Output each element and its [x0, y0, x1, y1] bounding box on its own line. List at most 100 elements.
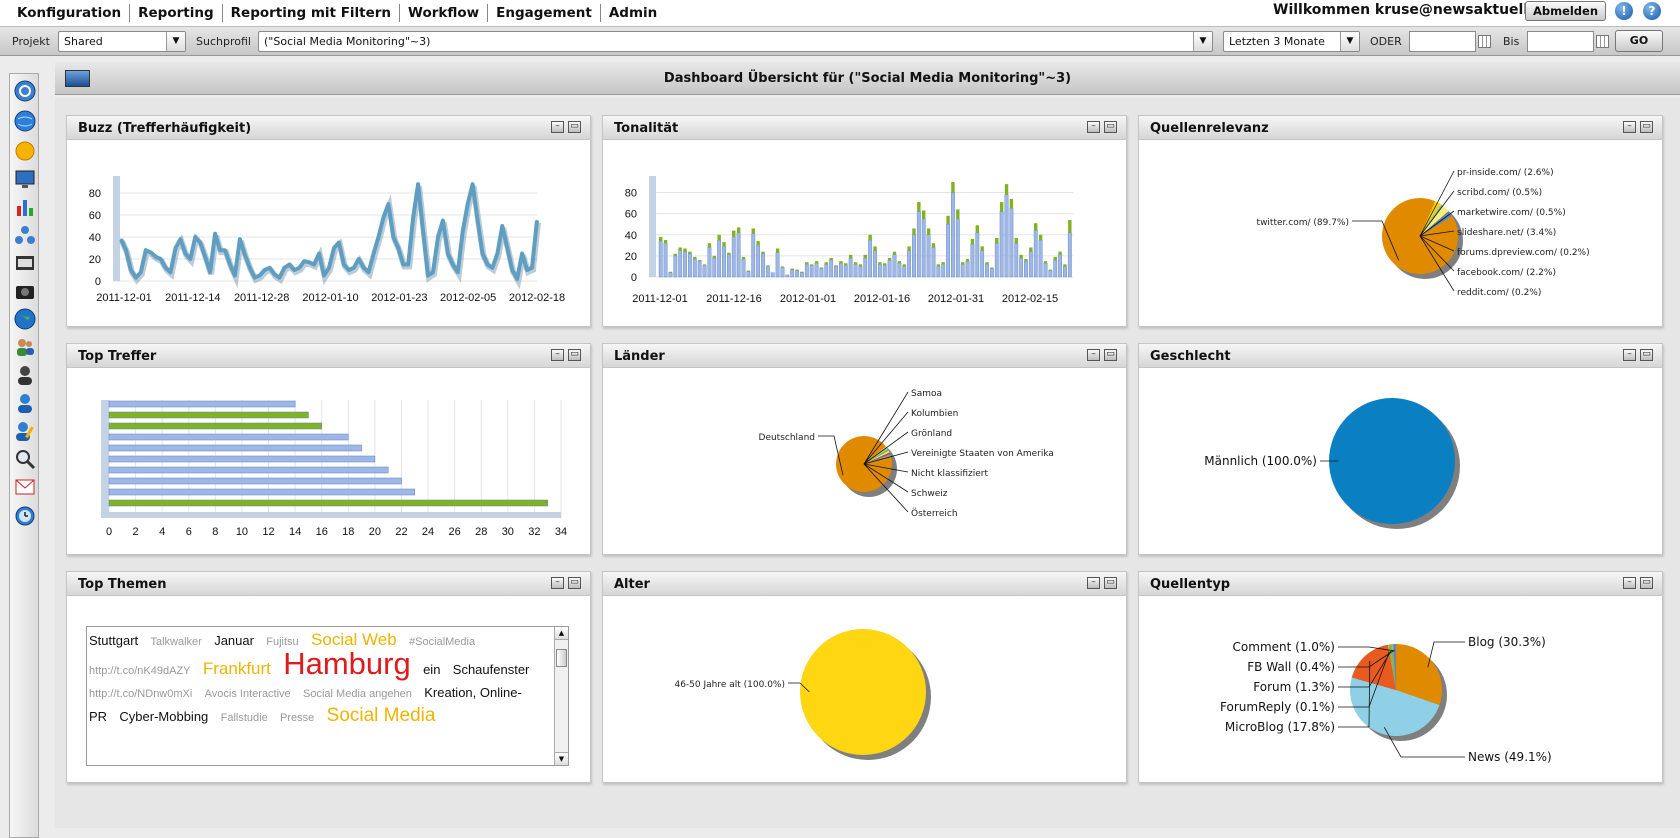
network-icon[interactable]: [14, 224, 36, 246]
logout-button[interactable]: Abmelden: [1525, 1, 1606, 21]
minimize-icon[interactable]: –: [551, 349, 564, 361]
world-icon[interactable]: [14, 308, 36, 330]
maximize-icon[interactable]: ▭: [1104, 121, 1117, 133]
topic-tag[interactable]: Social Media angehen: [303, 688, 412, 700]
edit-user-icon[interactable]: [14, 420, 36, 442]
bar: [878, 262, 882, 265]
menu-admin[interactable]: Admin: [608, 5, 658, 21]
minimize-icon[interactable]: –: [1623, 577, 1636, 589]
scroll-up-icon[interactable]: ▲: [555, 627, 568, 640]
topic-tag[interactable]: Talkwalker: [150, 636, 202, 648]
x-tick-label: 16: [316, 526, 328, 538]
topic-tag[interactable]: Stuttgart: [89, 633, 139, 648]
data-point: [140, 271, 142, 273]
menu-workflow[interactable]: Workflow: [400, 4, 489, 22]
globe-search-icon[interactable]: [14, 80, 36, 102]
menu-reporting[interactable]: Reporting: [130, 4, 223, 22]
clock-icon[interactable]: [14, 504, 36, 526]
bar: [746, 270, 751, 272]
bar-chart-icon[interactable]: [14, 196, 36, 218]
topic-tag[interactable]: Social Web: [311, 630, 397, 649]
topic-tag[interactable]: Avocis Interactive: [204, 688, 291, 700]
topic-tag[interactable]: http://t.co/NDnw0mXi: [89, 688, 193, 700]
bar: [912, 234, 916, 278]
scroll-down-icon[interactable]: ▼: [555, 752, 568, 765]
newspaper-icon[interactable]: [14, 252, 36, 274]
magnifier-icon[interactable]: [14, 448, 36, 470]
topic-tag[interactable]: Kreation, Online-PR: [89, 685, 522, 724]
data-point: [199, 241, 202, 244]
calendar-icon[interactable]: [1478, 35, 1491, 48]
menu-reporting-mit-filtern[interactable]: Reporting mit Filtern: [223, 4, 401, 22]
sun-icon[interactable]: [14, 140, 36, 162]
topic-tag[interactable]: Schaufenster: [452, 662, 530, 677]
help-icon[interactable]: ?: [1643, 2, 1661, 20]
data-point: [159, 258, 162, 260]
monitor-icon[interactable]: [14, 168, 36, 190]
topic-tag[interactable]: Presse: [280, 712, 315, 724]
data-point: [461, 230, 464, 233]
maximize-icon[interactable]: ▭: [1640, 121, 1653, 133]
data-point: [130, 269, 132, 271]
bar: [702, 265, 707, 278]
minimize-icon[interactable]: –: [1087, 577, 1100, 589]
to-date-input[interactable]: [1527, 31, 1594, 52]
user-icon[interactable]: [14, 364, 36, 386]
maximize-icon[interactable]: ▭: [1640, 349, 1653, 361]
topic-tag[interactable]: Januar: [214, 633, 254, 648]
pie-slice: [1350, 677, 1440, 736]
maximize-icon[interactable]: ▭: [1104, 349, 1117, 361]
maximize-icon[interactable]: ▭: [1640, 577, 1653, 589]
minimize-icon[interactable]: –: [551, 577, 564, 589]
user-blue-icon[interactable]: [14, 392, 36, 414]
bar: [688, 251, 692, 254]
topic-tag[interactable]: Social Media: [326, 705, 436, 726]
slice-label: FB Wall (0.4%): [1247, 660, 1335, 674]
chevron-down-icon[interactable]: ▼: [166, 32, 185, 51]
panel-buzz: Buzz (Trefferhäufigkeit) – ▭ 0 20 40 60 80 20…: [66, 115, 591, 327]
alert-icon[interactable]: !: [1615, 2, 1633, 20]
users-icon[interactable]: [14, 336, 36, 358]
minimize-icon[interactable]: –: [1087, 349, 1100, 361]
maximize-icon[interactable]: ▭: [568, 121, 581, 133]
minimize-icon[interactable]: –: [1623, 121, 1636, 133]
y-tick-label: 0: [95, 276, 101, 288]
leader-line: [1419, 170, 1455, 237]
globe-icon[interactable]: [14, 110, 36, 132]
bar: [780, 267, 785, 278]
minimize-icon[interactable]: –: [1623, 349, 1636, 361]
period-select[interactable]: Letzten 3 Monate ▼: [1223, 31, 1360, 52]
mail-icon[interactable]: [14, 476, 36, 498]
project-select[interactable]: Shared ▼: [58, 31, 186, 52]
topic-tag[interactable]: Cyber-Mobbing: [119, 709, 209, 724]
maximize-icon[interactable]: ▭: [568, 349, 581, 361]
topic-tag[interactable]: Fallstudie: [220, 712, 268, 724]
topic-tag[interactable]: Frankfurt: [202, 659, 271, 678]
topic-tag[interactable]: http://t.co/nK49dAZY: [89, 665, 191, 677]
topic-tag[interactable]: Fujitsu: [266, 636, 299, 648]
menu-konfiguration[interactable]: Konfiguration: [10, 4, 131, 22]
menu-engagement[interactable]: Engagement: [488, 4, 601, 22]
scrollbar[interactable]: ▲ ▼: [554, 627, 568, 765]
calendar-icon[interactable]: [1596, 35, 1609, 48]
maximize-icon[interactable]: ▭: [568, 577, 581, 589]
minimize-icon[interactable]: –: [1087, 121, 1100, 133]
maximize-icon[interactable]: ▭: [1104, 577, 1117, 589]
topic-tag[interactable]: Hamburg: [283, 646, 411, 681]
topic-tag[interactable]: #SocialMedia: [409, 636, 476, 648]
go-button[interactable]: GO: [1615, 30, 1663, 52]
camera-icon[interactable]: [14, 280, 36, 302]
scroll-thumb[interactable]: [556, 649, 567, 667]
leader-line: [1427, 641, 1465, 668]
bar: [741, 258, 746, 278]
bar: [858, 266, 863, 278]
from-date-input[interactable]: [1409, 31, 1476, 52]
chevron-down-icon[interactable]: ▼: [1193, 32, 1212, 51]
bar: [902, 264, 906, 267]
bar: [1024, 260, 1028, 278]
chevron-down-icon[interactable]: ▼: [1340, 32, 1359, 51]
minimize-icon[interactable]: –: [551, 121, 564, 133]
panel-header: Tonalität – ▭: [603, 116, 1126, 140]
topic-tag[interactable]: ein: [423, 662, 441, 677]
search-profile-select[interactable]: ("Social Media Monitoring"~3) ▼: [258, 31, 1213, 52]
